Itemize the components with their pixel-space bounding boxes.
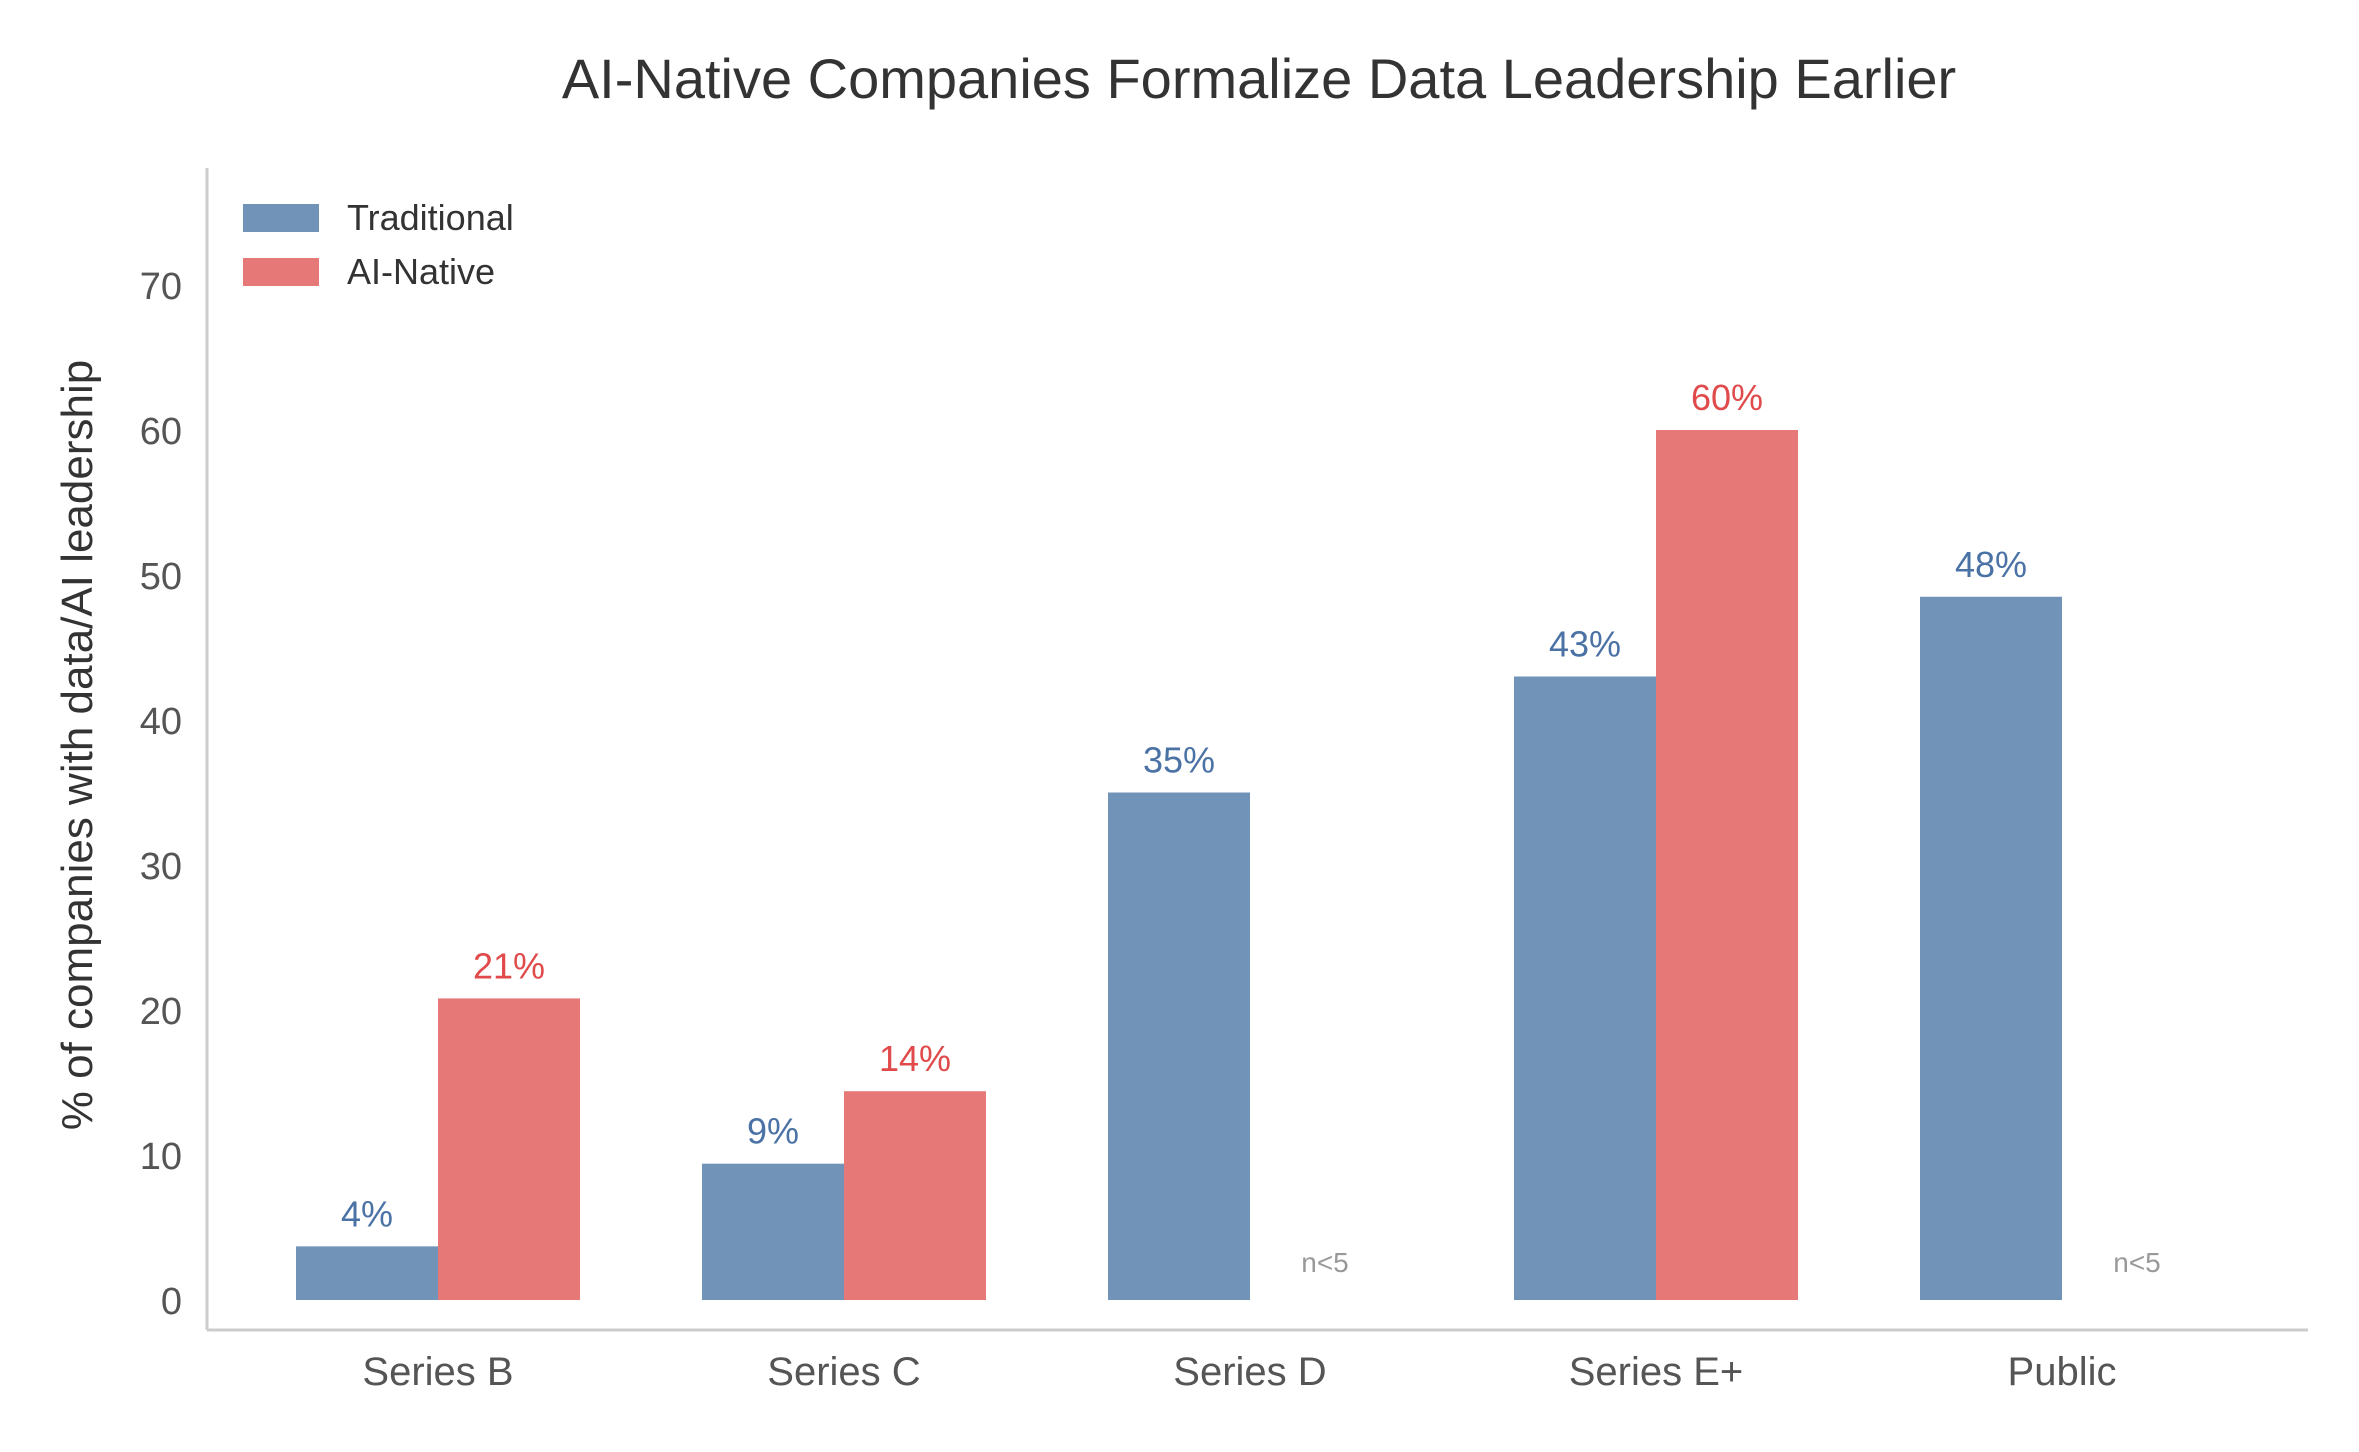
x-tick-label: Series D	[1173, 1350, 1326, 1394]
data-label-traditional: 35%	[1143, 740, 1215, 781]
bar-ai-native	[1656, 430, 1798, 1300]
data-label-traditional: 4%	[341, 1193, 393, 1234]
y-tick-label: 50	[140, 556, 182, 598]
y-tick-label: 40	[140, 701, 182, 743]
legend-swatch-ai-native	[243, 258, 319, 286]
bar-traditional	[1514, 676, 1656, 1300]
data-label-ai-native: 60%	[1691, 377, 1763, 418]
bar-ai-native	[844, 1091, 986, 1300]
data-label-traditional: 43%	[1549, 624, 1621, 665]
small-sample-annotation: n<5	[1301, 1247, 1349, 1278]
data-label-traditional: 48%	[1955, 544, 2027, 585]
bar-traditional	[702, 1163, 844, 1300]
legend-label-ai-native: AI-Native	[347, 251, 495, 292]
legend-swatch-traditional	[243, 204, 319, 232]
plot-area: 0 10 20 30 40 50 60 70 Series B 4% 21% Series C 9% 14…	[140, 168, 2308, 1394]
chart-title: AI-Native Companies Formalize Data Leade…	[562, 47, 1956, 110]
y-tick-label: 70	[140, 266, 182, 308]
y-tick-label: 30	[140, 846, 182, 888]
data-label-ai-native: 21%	[473, 945, 545, 986]
bar-ai-native	[438, 998, 580, 1300]
x-tick-label: Public	[2008, 1350, 2117, 1394]
legend: Traditional AI-Native	[243, 197, 514, 292]
y-tick-label: 10	[140, 1136, 182, 1178]
y-tick-label: 0	[161, 1281, 182, 1323]
legend-label-traditional: Traditional	[347, 197, 514, 238]
x-tick-label: Series C	[767, 1350, 920, 1394]
small-sample-annotation: n<5	[2113, 1247, 2161, 1278]
bar-traditional	[1920, 596, 2062, 1300]
data-label-traditional: 9%	[747, 1111, 799, 1152]
x-tick-label: Series E+	[1569, 1350, 1744, 1394]
data-label-ai-native: 14%	[879, 1038, 951, 1079]
y-tick-label: 20	[140, 991, 182, 1033]
x-tick-label: Series B	[362, 1350, 513, 1394]
bar-traditional	[296, 1246, 438, 1300]
y-axis-label: % of companies with data/AI leadership	[53, 360, 102, 1130]
bar-traditional	[1108, 792, 1250, 1300]
y-tick-label: 60	[140, 411, 182, 453]
